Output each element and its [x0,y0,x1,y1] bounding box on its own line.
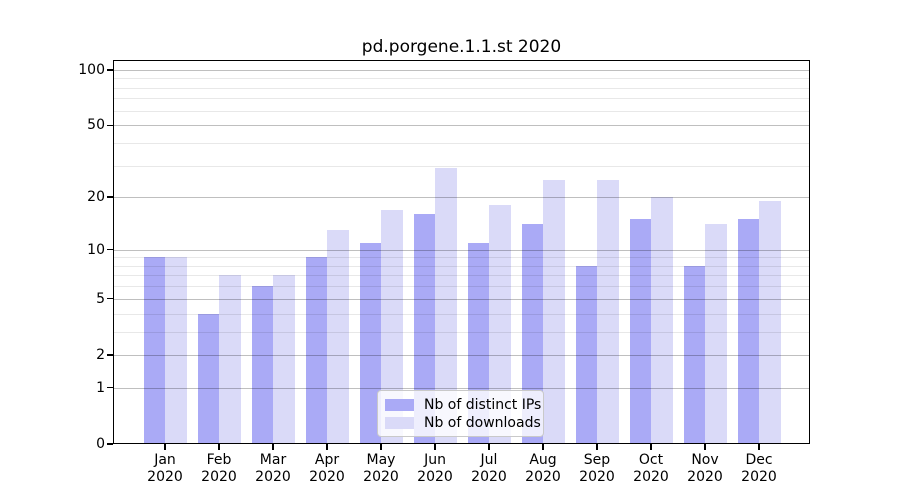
major-gridline [114,125,809,127]
x-tick-label: Sep 2020 [579,452,615,485]
y-tick-mark [107,298,113,300]
minor-gridline [114,142,809,144]
x-tick-mark [488,444,490,450]
x-tick-label: May 2020 [363,452,399,485]
bar-downloads-jan [165,257,187,444]
x-tick-mark [596,444,598,450]
minor-gridline [114,265,809,267]
bar-distinct-ips-dec [737,219,759,444]
y-tick-label: 2 [96,346,105,363]
legend-swatch-distinct-ips [385,398,414,411]
legend-item-downloads: Nb of downloads [385,414,543,431]
bar-downloads-jul [489,205,511,444]
y-tick-mark [107,69,113,71]
bar-distinct-ips-mar [251,286,273,444]
chart-title: pd.porgene.1.1.st 2020 [361,37,562,57]
x-tick-mark [326,444,328,450]
x-tick-mark [542,444,544,450]
major-gridline [114,197,809,199]
x-tick-label: Jun 2020 [417,452,453,485]
bar-downloads-aug [543,179,565,444]
y-tick-label: 10 [87,241,105,258]
bar-distinct-ips-sep [575,265,597,444]
x-tick-mark [758,444,760,450]
bar-downloads-may [381,209,403,444]
major-gridline [114,387,809,389]
bar-downloads-dec [759,201,781,444]
bar-downloads-jun [435,168,457,444]
x-tick-mark [650,444,652,450]
bar-distinct-ips-jan [143,257,165,444]
y-tick-label: 1 [96,379,105,396]
y-tick-mark [107,124,113,126]
bar-downloads-mar [273,275,295,444]
y-tick-mark [107,248,113,251]
minor-gridline [114,331,809,333]
x-tick-label: Dec 2020 [741,452,777,485]
minor-gridline [114,98,809,100]
minor-gridline [114,257,809,259]
y-tick-label: 0 [96,436,105,452]
bar-distinct-ips-nov [683,265,705,444]
y-tick-label: 5 [96,290,105,307]
bar-distinct-ips-jun [413,214,435,444]
x-tick-mark [434,444,436,450]
bar-distinct-ips-feb [197,313,219,444]
minor-gridline [114,286,809,288]
x-tick-label: Jan 2020 [147,452,183,485]
x-tick-mark [218,444,220,450]
legend-label-downloads: Nb of downloads [424,414,541,431]
y-tick-mark [107,196,113,198]
x-tick-mark [704,444,706,450]
minor-gridline [114,275,809,277]
bar-downloads-apr [327,230,349,444]
legend-label-distinct-ips: Nb of distinct IPs [424,396,542,413]
bar-distinct-ips-apr [305,257,327,444]
major-gridline [114,249,809,251]
x-tick-label: Nov 2020 [687,452,723,485]
x-tick-label: Aug 2020 [525,452,561,485]
y-tick-label: 100 [78,61,105,78]
major-gridline [114,69,809,71]
x-tick-mark [380,444,382,450]
x-tick-label: Jul 2020 [471,452,507,485]
bar-downloads-nov [705,224,727,444]
y-tick-label: 20 [87,189,105,206]
x-tick-label: Apr 2020 [309,452,345,485]
x-tick-label: Feb 2020 [201,452,237,485]
x-tick-label: Mar 2020 [255,452,291,485]
x-tick-mark [272,444,274,450]
legend: Nb of distinct IPs Nb of downloads [377,390,544,437]
bar-distinct-ips-oct [629,219,651,444]
y-tick-mark [107,443,113,445]
major-gridline [114,354,809,356]
bar-downloads-oct [651,197,673,444]
y-tick-mark [107,354,113,356]
y-tick-label: 50 [87,117,105,134]
legend-swatch-downloads [385,416,414,429]
minor-gridline [114,78,809,80]
bar-downloads-sep [597,179,619,444]
y-tick-mark [107,387,113,389]
x-tick-mark [164,444,166,450]
bar-distinct-ips-may [359,242,381,444]
minor-gridline [114,87,809,89]
minor-gridline [114,165,809,167]
minor-gridline [114,110,809,112]
x-tick-label: Oct 2020 [633,452,669,485]
bar-distinct-ips-aug [521,224,543,444]
major-gridline [114,298,809,300]
minor-gridline [114,313,809,315]
bar-downloads-feb [219,275,241,444]
legend-item-distinct-ips: Nb of distinct IPs [385,396,543,413]
